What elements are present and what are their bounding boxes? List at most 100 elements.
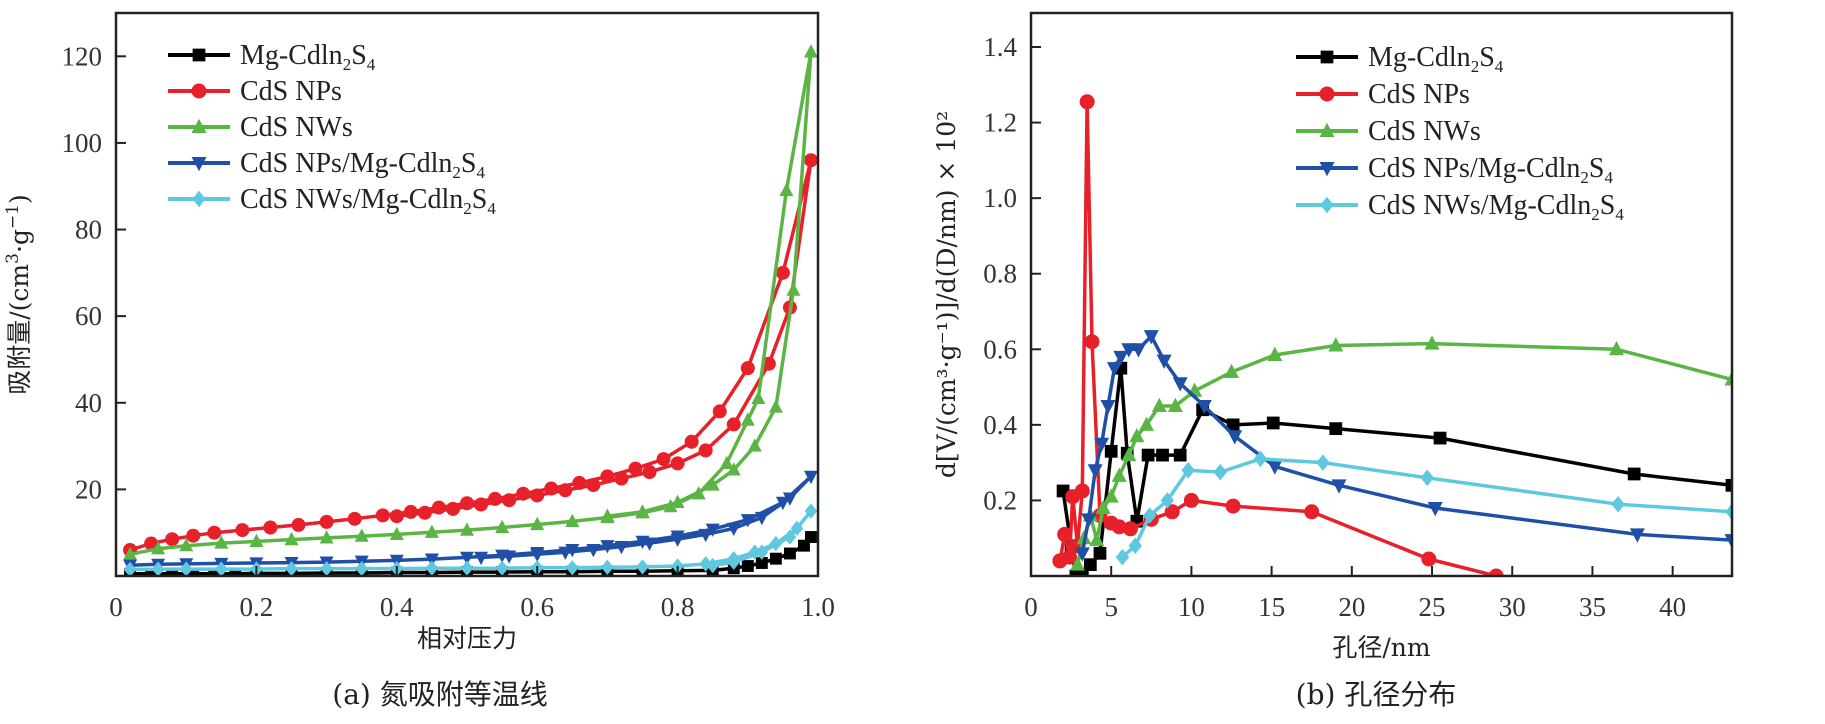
data-point bbox=[495, 519, 510, 534]
x-tick-label: 10 bbox=[1178, 592, 1205, 622]
data-point bbox=[1433, 431, 1447, 445]
data-point bbox=[663, 499, 678, 513]
data-point bbox=[782, 492, 797, 506]
data-point bbox=[706, 557, 719, 574]
legend-item: CdS NWs/Mg-Cdln2S4 bbox=[168, 184, 496, 218]
legend-item: CdS NWs bbox=[1296, 116, 1481, 147]
y-tick-label: 120 bbox=[62, 41, 103, 71]
data-point bbox=[1084, 334, 1100, 350]
data-point bbox=[769, 552, 782, 565]
data-point bbox=[1629, 528, 1645, 543]
data-point bbox=[445, 501, 460, 516]
data-point bbox=[754, 511, 769, 526]
data-point bbox=[1075, 567, 1089, 576]
data-point bbox=[1093, 546, 1107, 560]
data-point bbox=[572, 475, 587, 490]
data-point bbox=[635, 504, 650, 518]
data-point bbox=[214, 535, 229, 549]
y-axis-title-sup: −1 bbox=[3, 204, 23, 229]
y-axis-title-main: 吸附量/(cm bbox=[5, 264, 34, 395]
data-point bbox=[502, 493, 517, 508]
x-tick-label: 20 bbox=[1338, 592, 1365, 622]
y-tick-label: 100 bbox=[62, 128, 103, 158]
data-point bbox=[1164, 504, 1180, 520]
legend-label: Mg-Cdln2S4 bbox=[1368, 42, 1504, 76]
legend-marker bbox=[1320, 196, 1334, 214]
y-tick-label: 0.6 bbox=[983, 334, 1017, 364]
data-point bbox=[1074, 547, 1090, 562]
x-tick-label: 25 bbox=[1419, 592, 1446, 622]
y-tick-label: 60 bbox=[75, 301, 102, 331]
legend-label: CdS NPs bbox=[240, 76, 342, 107]
data-point bbox=[1331, 479, 1347, 494]
data-point bbox=[1196, 399, 1212, 415]
y-tick-label: 0.8 bbox=[983, 259, 1017, 289]
y-tick-label: 1.2 bbox=[983, 108, 1017, 138]
legend-marker bbox=[1319, 122, 1335, 137]
data-point bbox=[165, 532, 180, 547]
y-tick-label: 0.2 bbox=[983, 485, 1017, 515]
data-point bbox=[783, 547, 796, 560]
legend-label: CdS NPs/Mg-Cdln2S4 bbox=[240, 148, 485, 182]
data-point bbox=[1142, 507, 1157, 524]
y-axis-title: d[V/(cm³·g⁻¹)]/d(D/nm) × 10² bbox=[932, 111, 961, 478]
legend-marker bbox=[191, 118, 207, 133]
legend-marker bbox=[1319, 162, 1335, 177]
data-point bbox=[691, 486, 706, 500]
data-point bbox=[151, 561, 165, 576]
y-tick-label: 1.4 bbox=[983, 32, 1017, 62]
data-point bbox=[424, 524, 439, 538]
data-point bbox=[741, 560, 754, 572]
series-line bbox=[129, 158, 813, 552]
data-point bbox=[424, 553, 439, 567]
data-point bbox=[786, 282, 801, 296]
data-point bbox=[460, 522, 474, 536]
x-axis-title: 孔径/nm bbox=[1332, 633, 1431, 662]
data-point bbox=[1128, 537, 1143, 555]
legend-item: CdS NPs bbox=[1296, 79, 1470, 110]
legend-label: CdS NWs bbox=[1368, 116, 1481, 147]
legend-marker bbox=[1320, 50, 1334, 64]
series-line bbox=[1080, 334, 1732, 554]
data-point bbox=[1074, 483, 1090, 499]
data-point bbox=[474, 497, 489, 512]
data-point bbox=[355, 560, 368, 576]
data-point bbox=[179, 537, 194, 552]
series-line bbox=[129, 50, 813, 557]
legend-item: CdS NPs/Mg-Cdln2S4 bbox=[168, 148, 485, 182]
data-point bbox=[1304, 504, 1320, 520]
data-point bbox=[636, 559, 649, 575]
data-point bbox=[755, 544, 769, 560]
x-tick-label: 30 bbox=[1499, 592, 1526, 622]
series-cds-nps-mg-cdin2s4 bbox=[1074, 330, 1732, 562]
data-point bbox=[207, 525, 222, 540]
data-point bbox=[600, 469, 615, 484]
data-point bbox=[1227, 430, 1243, 445]
data-point bbox=[187, 567, 200, 576]
data-point bbox=[1104, 444, 1118, 458]
data-point bbox=[123, 561, 137, 576]
legend-marker bbox=[191, 83, 207, 99]
series-group bbox=[123, 44, 818, 576]
data-point bbox=[375, 508, 390, 523]
x-tick-label: 1.0 bbox=[801, 592, 835, 622]
data-point bbox=[748, 544, 762, 560]
data-point bbox=[1094, 437, 1110, 453]
legend-label: CdS NWs bbox=[240, 112, 353, 143]
data-point bbox=[656, 452, 671, 467]
data-point bbox=[1329, 422, 1343, 436]
data-point bbox=[698, 528, 713, 543]
panel-b-pore-distribution: 0 5 10 15 20 25 30 35 40 0.2 0.4 0.6 0.8 1.0 1.2 1.4 Mg… bbox=[932, 11, 1734, 711]
data-point bbox=[586, 543, 601, 558]
legend-label: CdS NPs bbox=[1368, 79, 1470, 110]
data-point bbox=[431, 500, 446, 515]
data-point bbox=[803, 44, 818, 58]
data-point bbox=[1316, 454, 1330, 471]
data-point bbox=[1070, 556, 1086, 571]
data-point bbox=[1113, 350, 1129, 366]
data-point bbox=[1725, 478, 1732, 492]
data-point bbox=[740, 412, 755, 426]
ticks: 0 5 10 15 20 25 30 35 40 0.2 0.4 0.6 0.8 1.0 1.2 1.4 bbox=[983, 32, 1686, 622]
data-point bbox=[425, 560, 439, 576]
data-point bbox=[600, 540, 615, 554]
